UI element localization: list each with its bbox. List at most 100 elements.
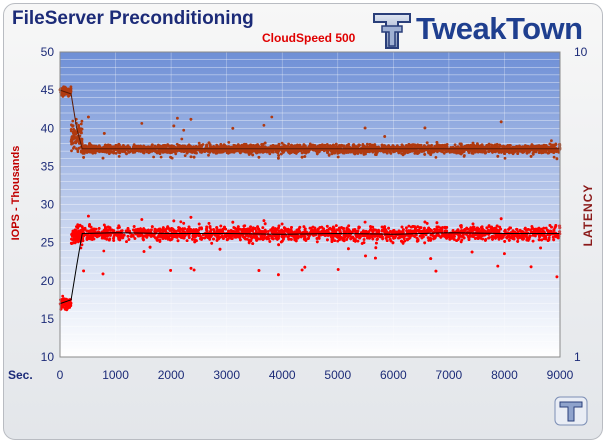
data-point <box>70 233 74 237</box>
data-point <box>180 137 184 141</box>
data-point <box>287 142 290 146</box>
data-point <box>363 126 367 130</box>
data-point <box>331 143 335 147</box>
data-point <box>162 145 166 149</box>
data-point <box>74 240 77 244</box>
data-point <box>434 149 437 152</box>
data-point <box>383 135 387 138</box>
data-point <box>117 155 121 158</box>
data-point <box>181 144 185 148</box>
data-point <box>102 132 106 135</box>
data-point <box>189 155 193 159</box>
data-point <box>422 149 425 153</box>
data-point <box>81 151 85 155</box>
data-point <box>279 152 283 156</box>
data-point <box>425 141 429 145</box>
data-point <box>499 120 503 124</box>
data-point <box>227 141 231 144</box>
data-point <box>72 146 75 150</box>
data-point <box>271 144 275 147</box>
data-point <box>277 156 280 160</box>
data-point <box>397 150 400 154</box>
data-point <box>370 149 374 153</box>
data-point <box>302 150 306 154</box>
data-point <box>97 144 101 148</box>
data-point <box>365 142 369 146</box>
data-point <box>442 151 446 155</box>
data-point <box>484 151 487 155</box>
data-point <box>290 151 293 154</box>
data-point <box>453 143 457 147</box>
data-point <box>76 150 80 154</box>
data-point <box>552 151 556 155</box>
data-point <box>199 150 203 154</box>
data-point <box>72 127 76 131</box>
data-point <box>85 151 89 154</box>
data-point <box>358 149 362 153</box>
data-point <box>72 136 76 140</box>
data-point <box>341 151 345 155</box>
data-point <box>183 154 187 158</box>
data-point <box>356 152 360 155</box>
data-point <box>231 126 235 130</box>
data-point <box>80 243 84 247</box>
data-point <box>313 145 316 149</box>
data-point <box>327 154 331 157</box>
data-point <box>317 150 321 154</box>
data-point <box>337 145 341 149</box>
data-point <box>237 149 240 153</box>
data-point <box>428 145 432 148</box>
data-point <box>462 150 466 153</box>
tt-logo-icon <box>373 13 411 49</box>
data-point <box>74 141 78 145</box>
data-point <box>82 156 85 159</box>
data-point <box>346 145 349 149</box>
data-point <box>71 141 75 145</box>
data-point <box>503 152 506 155</box>
data-point <box>537 144 541 148</box>
data-point <box>215 143 219 147</box>
data-point <box>112 149 116 153</box>
data-point <box>413 143 417 147</box>
data-point <box>195 151 198 155</box>
data-point <box>374 153 377 156</box>
data-point <box>162 149 166 153</box>
data-point <box>182 128 186 132</box>
data-point <box>443 143 447 147</box>
data-point <box>88 142 91 145</box>
data-point <box>366 150 369 154</box>
data-point <box>263 149 266 153</box>
data-point <box>470 151 474 155</box>
data-point <box>251 153 255 157</box>
data-point <box>474 144 478 148</box>
data-point <box>166 150 170 154</box>
data-point <box>212 145 216 148</box>
data-point <box>530 143 534 147</box>
data-point <box>300 155 304 159</box>
data-point <box>125 152 128 156</box>
data-point <box>142 151 146 155</box>
data-point <box>334 142 338 146</box>
data-point <box>60 91 63 94</box>
data-point <box>61 95 65 98</box>
data-point <box>227 145 230 149</box>
data-point <box>270 150 274 153</box>
data-point <box>172 124 176 128</box>
data-point <box>174 152 178 156</box>
data-point <box>118 151 122 155</box>
data-point <box>224 149 228 153</box>
data-point <box>490 143 493 147</box>
data-point <box>529 155 533 158</box>
data-point <box>460 151 464 155</box>
data-point <box>393 145 396 149</box>
data-point <box>228 149 232 153</box>
data-point <box>480 143 484 147</box>
data-point <box>261 143 265 147</box>
data-point <box>170 144 174 148</box>
data-point <box>385 151 389 155</box>
chart-title: FileServer Preconditioning <box>12 8 254 29</box>
data-point <box>87 115 90 119</box>
data-point <box>69 241 73 245</box>
data-point <box>552 155 556 159</box>
data-point <box>247 153 251 156</box>
